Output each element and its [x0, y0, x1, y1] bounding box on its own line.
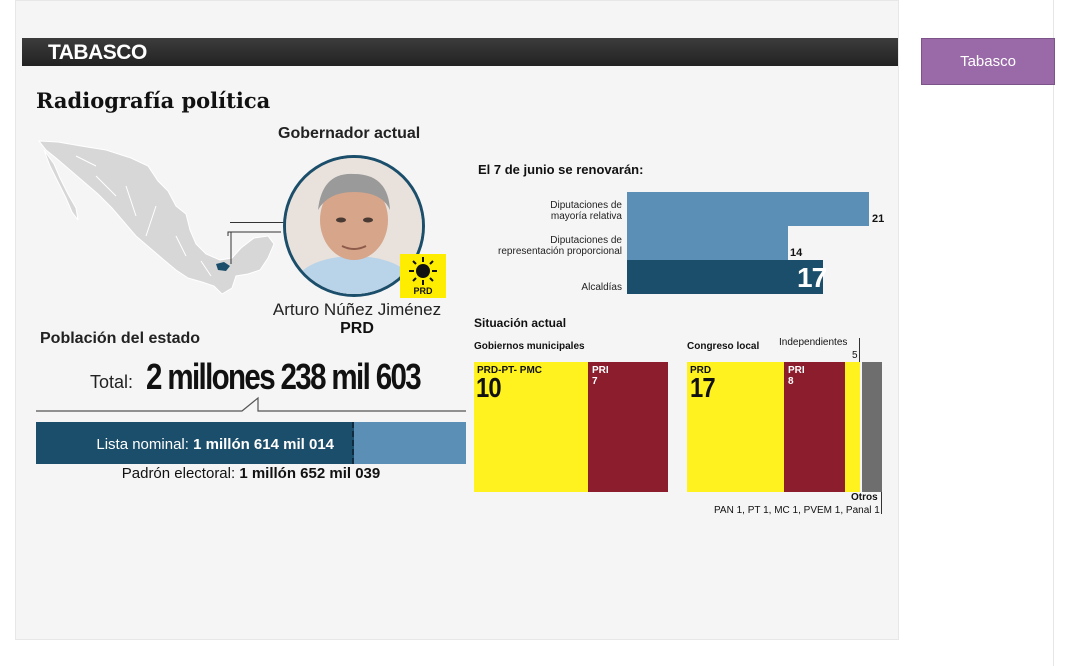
- map-leader-line: [230, 222, 284, 223]
- renewal-value-alcaldias: 17: [797, 262, 827, 293]
- renewal-label-line: mayoría relativa: [550, 211, 622, 222]
- situation-title: Situación actual: [474, 316, 567, 330]
- person-icon: [286, 158, 422, 294]
- congress-title: Congreso local: [687, 341, 760, 352]
- renewal-label-line: Alcaldías: [581, 282, 622, 293]
- population-bracket: [36, 396, 466, 412]
- congress-segment-pri: [784, 362, 845, 492]
- municipal-segment-prd-label: PRD-PT- PMC: [477, 365, 542, 376]
- independientes-value: 5: [852, 350, 858, 361]
- municipal-segment-prd-value: 10: [476, 372, 502, 403]
- state-title: TABASCO: [48, 41, 147, 64]
- state-header-bar: TABASCO: [22, 38, 898, 66]
- congress-segment-prd: [687, 362, 784, 492]
- lista-nominal-value: 1 millón 614 mil 014: [193, 436, 334, 453]
- page-divider: [1053, 0, 1054, 666]
- renewal-bar-alcaldias: [627, 260, 823, 294]
- renewal-bar-proporcional: [627, 226, 788, 260]
- congress-segment-pri-label: PRI: [788, 365, 805, 376]
- population-label: Población del estado: [40, 330, 201, 347]
- population-total-value: 2 millones 238 mil 603: [146, 356, 422, 397]
- independientes-label: Independientes: [779, 337, 848, 348]
- renewal-label-line: representación proporcional: [498, 246, 622, 257]
- lista-nominal-text: Lista nominal: 1 millón 614 mil 014: [36, 436, 352, 453]
- governor-portrait: [283, 155, 425, 297]
- prd-sun-icon: [409, 257, 437, 285]
- congress-segment-otros: [862, 362, 882, 492]
- renewal-label-alcaldias: Alcaldías: [478, 282, 622, 293]
- population-total-label: Total:: [90, 372, 134, 392]
- municipal-segment-pri: [588, 362, 668, 492]
- renewal-label-mayoria: Diputaciones de mayoría relativa: [478, 200, 622, 222]
- renewal-label-line: Diputaciones de: [550, 235, 622, 246]
- renewal-label-proporcional: Diputaciones de representación proporcio…: [478, 235, 622, 257]
- governor-label: Gobernador actual: [278, 125, 421, 142]
- congress-segment-pri-value: 8: [788, 376, 794, 387]
- congress-segment-prd-value: 17: [690, 372, 716, 403]
- municipal-title: Gobiernos municipales: [474, 341, 585, 352]
- lista-nominal-label: Lista nominal:: [96, 436, 189, 453]
- infographic-card: [15, 0, 899, 640]
- congress-segment-prd-label: PRD: [690, 365, 712, 376]
- otros-detail: PAN 1, PT 1, MC 1, PVEM 1, Panal 1: [714, 505, 880, 516]
- padron-label: Padrón electoral:: [121, 465, 236, 482]
- governor-name: Arturo Núñez Jiménez: [272, 300, 442, 319]
- infographic-subtitle: Radiografía política: [36, 88, 271, 113]
- otros-label: Otros: [851, 492, 878, 503]
- congress-segment-independientes: [845, 362, 860, 492]
- tab-tabasco-button[interactable]: Tabasco: [921, 38, 1055, 85]
- mexico-map-icon: [37, 140, 281, 295]
- municipal-segment-pri-label: PRI: [592, 365, 609, 376]
- padron-value: 1 millón 652 mil 039: [239, 465, 381, 482]
- municipal-segment-pri-value: 7: [592, 376, 598, 387]
- prd-logo: PRD: [400, 254, 446, 298]
- renewal-title: El 7 de junio se renovarán:: [478, 162, 644, 177]
- otros-leader-line: [881, 492, 882, 514]
- prd-logo-text: PRD: [413, 286, 433, 296]
- lista-nominal-bar: [36, 422, 354, 464]
- governor-party: PRD: [340, 320, 374, 337]
- renewal-value-mayoria: 21: [872, 213, 885, 225]
- independientes-leader-line: [859, 338, 860, 362]
- padron-text: Padrón electoral: 1 millón 652 mil 039: [36, 465, 466, 482]
- renewal-value-proporcional: 14: [790, 247, 803, 259]
- municipal-segment-prd: [474, 362, 588, 492]
- renewal-label-line: Diputaciones de: [550, 200, 622, 211]
- renewal-bar-mayoria: [627, 192, 869, 226]
